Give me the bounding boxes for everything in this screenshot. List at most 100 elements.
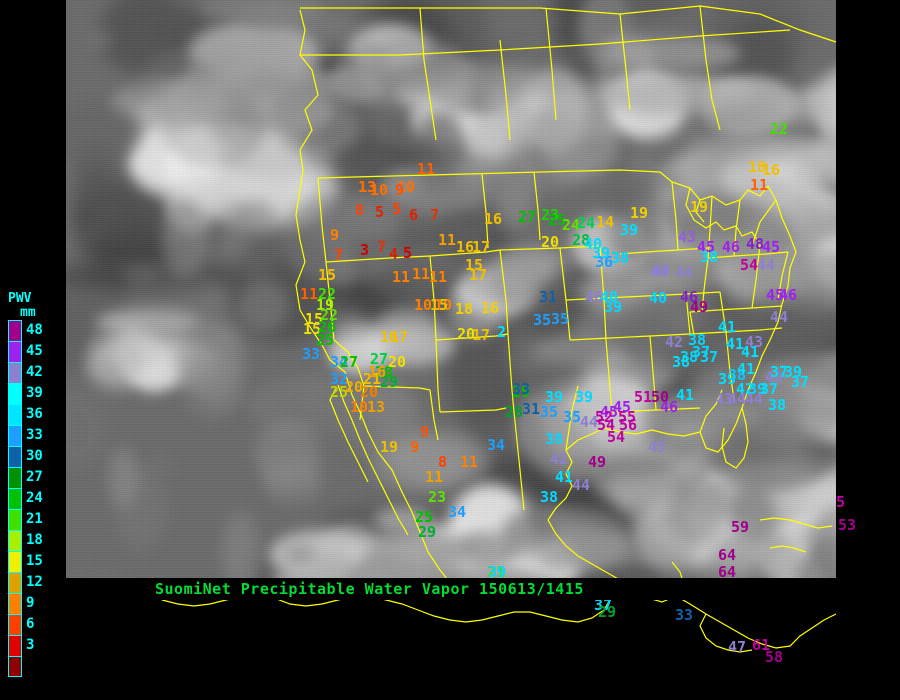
pwv-observation: 37 [692, 343, 711, 361]
pwv-observation: 25 [316, 331, 335, 349]
pwv-observation: 41 [737, 360, 756, 378]
pwv-observation: 10 [370, 181, 389, 199]
colorbar-swatch [8, 383, 22, 404]
pwv-observation: 11 [412, 265, 431, 283]
pwv-observation: 11 [417, 160, 436, 178]
pwv-observation: 54 [740, 256, 759, 274]
pwv-observation: 42 [550, 450, 569, 468]
pwv-observation: 5 [403, 244, 413, 262]
pwv-observation: 43 [765, 368, 784, 386]
pwv-observation: 38 [672, 353, 691, 371]
pwv-observation: 29 [380, 373, 399, 391]
image-noise [66, 0, 836, 580]
pwv-observation: 41 [676, 386, 695, 404]
pwv-observation: 46 [660, 398, 679, 416]
pwv-observation: 44 [770, 308, 789, 326]
colorbar-tick: 45 [26, 343, 43, 359]
pwv-observation: 16 [456, 238, 475, 256]
pwv-observation: 33 [675, 606, 694, 624]
pwv-observation: 39 [748, 380, 767, 398]
pwv-observation: 41 [741, 343, 760, 361]
pwv-observation: 22 [318, 285, 337, 303]
pwv-observation: 35 [551, 310, 570, 328]
pwv-observation: 5 [836, 493, 846, 511]
pwv-observation: 23 [428, 488, 447, 506]
pwv-observation: 2 [497, 323, 507, 341]
pwv-observation: 39 [620, 221, 639, 239]
pwv-observation: 20 [345, 378, 364, 396]
pwv-observation: 46 [585, 288, 604, 306]
colorbar-tick: 39 [26, 385, 43, 401]
pwv-observation: 5 [392, 200, 402, 218]
colorbar-swatch [8, 656, 22, 677]
pwv-observation: 24 [562, 216, 581, 234]
pwv-observation: 13 [358, 178, 377, 196]
pwv-observation: 17 [472, 238, 491, 256]
colorbar-tick: 27 [26, 469, 43, 485]
pwv-observation: 27 [370, 350, 389, 368]
pwv-colorbar: PWV mm 48 45 42 39 36 33 30 27 24 21 18 15 12 9 6 3 [0, 292, 66, 677]
pwv-observation: 9 [330, 226, 340, 244]
colorbar-tick: 15 [26, 553, 43, 569]
pwv-observation: 39 [545, 388, 564, 406]
pwv-observation: 38 [728, 366, 747, 384]
pwv-observation: 45 [600, 403, 619, 421]
colorbar-tick: 48 [26, 322, 43, 338]
pwv-observation: 34 [330, 353, 349, 371]
pwv-observation: 15 [305, 310, 324, 328]
pwv-observation: 28 [375, 363, 394, 381]
colorbar-tick: 18 [26, 532, 43, 548]
pwv-observation: 8 [355, 201, 365, 219]
pwv-observation: 49 [690, 298, 709, 316]
pwv-observation: 33 [302, 345, 321, 363]
pwv-observation: 64 [718, 546, 737, 564]
pwv-observation: 15 [303, 320, 322, 338]
pwv-observation: 58 [765, 648, 784, 666]
pwv-observation: 52 [595, 408, 614, 426]
pwv-observation: 44 [580, 413, 599, 431]
pwv-observation: 15 [430, 296, 449, 314]
pwv-observation: 9 [395, 181, 405, 199]
colorbar-swatch [8, 509, 22, 530]
pwv-observation: 11 [300, 285, 319, 303]
pwv-observation: 25 [415, 508, 434, 526]
pwv-observation: 37 [594, 596, 613, 614]
pwv-observation: 29 [418, 523, 437, 541]
colorbar-swatches [8, 320, 22, 677]
pwv-observation: 15 [465, 256, 484, 274]
colorbar-tick: 12 [26, 574, 43, 590]
pwv-observation: 16 [484, 210, 503, 228]
pwv-observation: 49 [588, 453, 607, 471]
pwv-observation: 34 [487, 436, 506, 454]
pwv-observation: 11 [438, 231, 457, 249]
pwv-observation: 6 [409, 206, 419, 224]
pwv-observation: 43 [678, 228, 697, 246]
pwv-observation: 48 [746, 235, 765, 253]
pwv-observation: 38 [688, 331, 707, 349]
pwv-observation: 43 [715, 390, 734, 408]
pwv-observation: 38 [540, 488, 559, 506]
pwv-observation: 27 [518, 208, 537, 226]
pwv-observation: 45 [697, 238, 716, 256]
colorbar-swatch [8, 362, 22, 383]
pwv-observation: 46 [680, 288, 699, 306]
pwv-observation: 26 [318, 318, 337, 336]
pwv-observation: 22 [320, 306, 339, 324]
pwv-observation: 16 [762, 161, 781, 179]
pwv-observation: 39 [718, 370, 737, 388]
pwv-observation: 37 [791, 373, 810, 391]
pwv-observation: 17 [469, 266, 488, 284]
pwv-observation: 28 [505, 403, 524, 421]
pwv-observation: 41 [555, 468, 574, 486]
pwv-observation: 50 [651, 388, 670, 406]
pwv-observation: 11 [425, 468, 444, 486]
colorbar-swatch [8, 614, 22, 635]
pwv-observation: 43 [745, 333, 764, 351]
colorbar-swatch [8, 404, 22, 425]
colorbar-swatch [8, 446, 22, 467]
pwv-observation: 44 [745, 390, 764, 408]
pwv-observation: 14 [596, 213, 615, 231]
colorbar-swatch [8, 488, 22, 509]
pwv-observation: 29 [512, 383, 531, 401]
pwv-observation: 11 [392, 268, 411, 286]
